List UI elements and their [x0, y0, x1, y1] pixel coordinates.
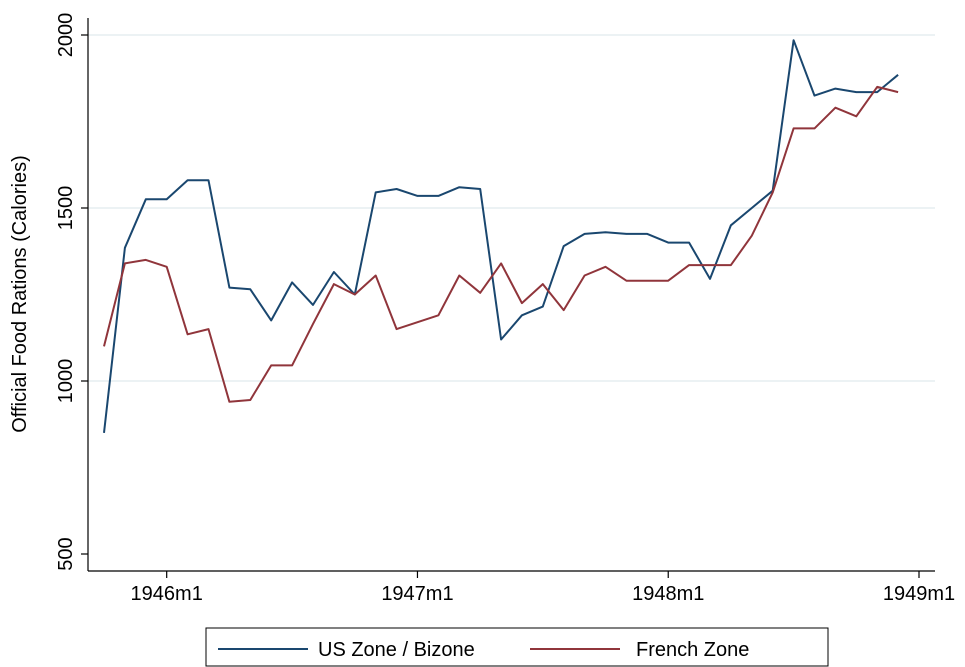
- legend-box: [205, 627, 829, 667]
- y-ticks: 500 1000 1500 2000: [55, 13, 88, 571]
- legend-label-french-zone: French Zone: [636, 639, 749, 661]
- y-tick-label-500: 500: [55, 537, 77, 570]
- legend-label-us-zone: US Zone / Bizone: [318, 639, 475, 661]
- x-tick-label-1949m1: 1949m1: [883, 583, 955, 605]
- y-tick-label-1000: 1000: [55, 359, 77, 404]
- y-tick-label-2000: 2000: [55, 13, 77, 58]
- series-line-french-zone: [103, 85, 899, 403]
- series-line-us-zone-bizone: [103, 39, 899, 434]
- x-tick-label-1947m1: 1947m1: [381, 583, 453, 605]
- y-tick-label-1500: 1500: [55, 186, 77, 231]
- y-axis-title: Official Food Rations (Calories): [9, 155, 31, 433]
- axes: [87, 18, 935, 572]
- x-ticks: 1946m1 1947m1 1948m1 1949m1: [131, 571, 955, 605]
- x-tick-label-1948m1: 1948m1: [632, 583, 704, 605]
- x-tick-label-1946m1: 1946m1: [131, 583, 203, 605]
- series-layer: [103, 39, 899, 434]
- gridlines: [88, 34, 935, 382]
- legend: US Zone / Bizone French Zone: [205, 627, 829, 667]
